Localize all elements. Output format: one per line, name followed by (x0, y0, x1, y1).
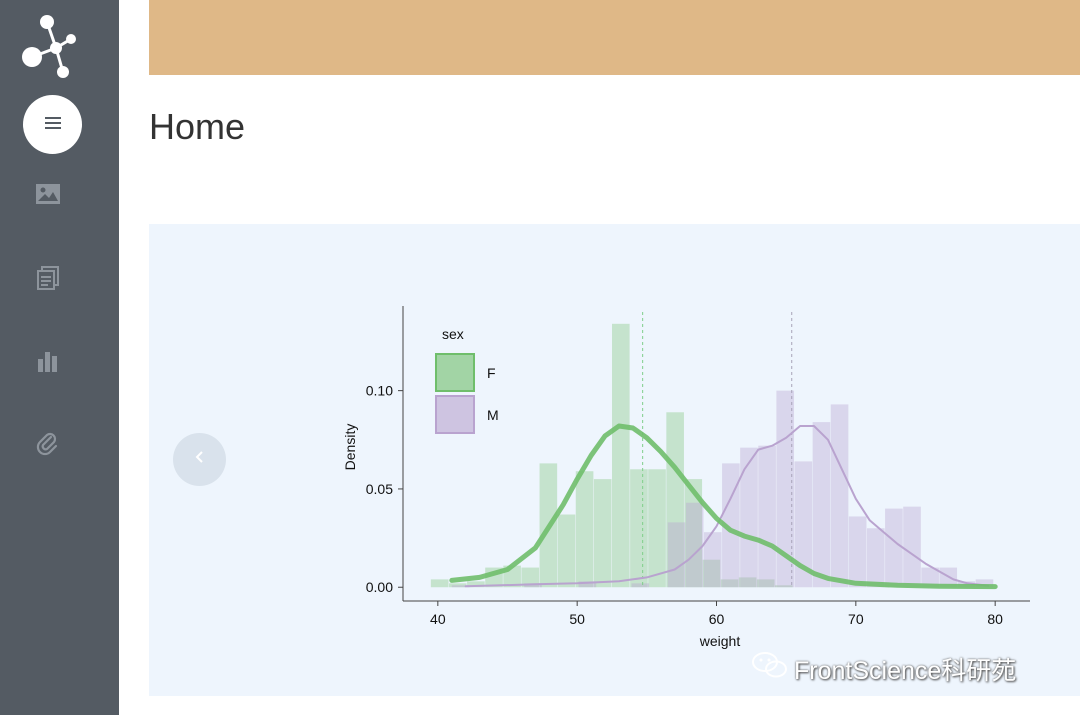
histogram-bar (451, 585, 470, 588)
histogram-bar (722, 463, 740, 588)
paperclip-icon (36, 432, 60, 461)
image-icon (35, 183, 61, 210)
histogram-bar (702, 559, 721, 588)
bar-chart-icon (36, 350, 60, 377)
network-logo-icon (18, 12, 82, 82)
sidebar-item-attachments[interactable] (33, 431, 63, 461)
y-tick-label: 0.10 (366, 383, 393, 399)
histogram-bar (903, 506, 921, 588)
legend-title: sex (442, 326, 464, 342)
sidebar-item-charts[interactable] (33, 348, 63, 378)
y-tick-label: 0.00 (366, 579, 393, 595)
histogram-bar (685, 502, 704, 588)
histogram-bar (740, 447, 758, 588)
legend-swatch (435, 395, 475, 434)
legend-label: M (487, 407, 499, 423)
sidebar-item-menu[interactable] (23, 95, 82, 154)
sidebar (0, 0, 119, 715)
histogram-bar (885, 508, 903, 588)
histogram-bar (448, 583, 467, 588)
carousel-prev-button[interactable] (173, 433, 226, 486)
histogram-bar (775, 585, 793, 588)
watermark: FrontScience科研苑 (750, 650, 1016, 687)
y-tick-label: 0.05 (366, 481, 393, 497)
histogram-bar (975, 579, 994, 588)
document-icon (35, 265, 61, 296)
density-curve (464, 425, 990, 588)
x-tick-label: 70 (848, 611, 864, 627)
histogram-bar (467, 581, 485, 588)
histogram-bar (921, 567, 939, 588)
histogram-bar (738, 577, 757, 588)
histogram-bar (557, 514, 576, 588)
menu-icon (44, 116, 61, 134)
watermark-text: FrontScience科研苑 (794, 656, 1017, 685)
histogram-bar (578, 581, 597, 588)
histogram-bar (794, 461, 813, 588)
histogram-bar (666, 412, 684, 588)
histogram-bar (631, 583, 650, 588)
x-tick-label: 40 (430, 611, 446, 627)
sidebar-item-documents[interactable] (33, 265, 63, 295)
legend-label: F (487, 365, 496, 381)
histogram-bar (720, 579, 739, 588)
histogram-bar (848, 516, 867, 588)
wechat-icon (750, 650, 790, 687)
histogram-bar (866, 528, 885, 588)
histogram-bar (667, 522, 686, 588)
histogram-bar (648, 469, 666, 588)
density-curve (449, 423, 998, 590)
sidebar-item-images[interactable] (33, 181, 63, 211)
x-tick-label: 80 (987, 611, 1003, 627)
y-axis-label: Density (342, 424, 358, 471)
histogram-bar (430, 579, 449, 588)
series-f-bars (430, 323, 793, 588)
histogram-bar (593, 479, 612, 588)
page-title: Home (149, 106, 246, 147)
chevron-left-icon (194, 449, 206, 470)
x-tick-label: 50 (569, 611, 585, 627)
top-banner (149, 0, 1080, 75)
x-tick-label: 60 (709, 611, 725, 627)
series-m-bars (451, 390, 994, 588)
histogram-bar (812, 422, 831, 588)
histogram-bar (521, 567, 540, 588)
histogram-bar (612, 323, 630, 588)
carousel-panel (149, 224, 1080, 696)
histogram-bar (575, 471, 594, 588)
x-axis-label: weight (699, 633, 741, 649)
histogram-bar (830, 404, 849, 588)
histogram-bar (756, 579, 775, 588)
histogram-bar (703, 532, 722, 588)
density-histogram-chart: 40 50 60 70 80 0.00 0.05 0.10 sex F M Density wei… (342, 306, 1030, 649)
histogram-bar (758, 445, 776, 588)
histogram-bar (630, 469, 648, 588)
legend-swatch (435, 353, 475, 392)
